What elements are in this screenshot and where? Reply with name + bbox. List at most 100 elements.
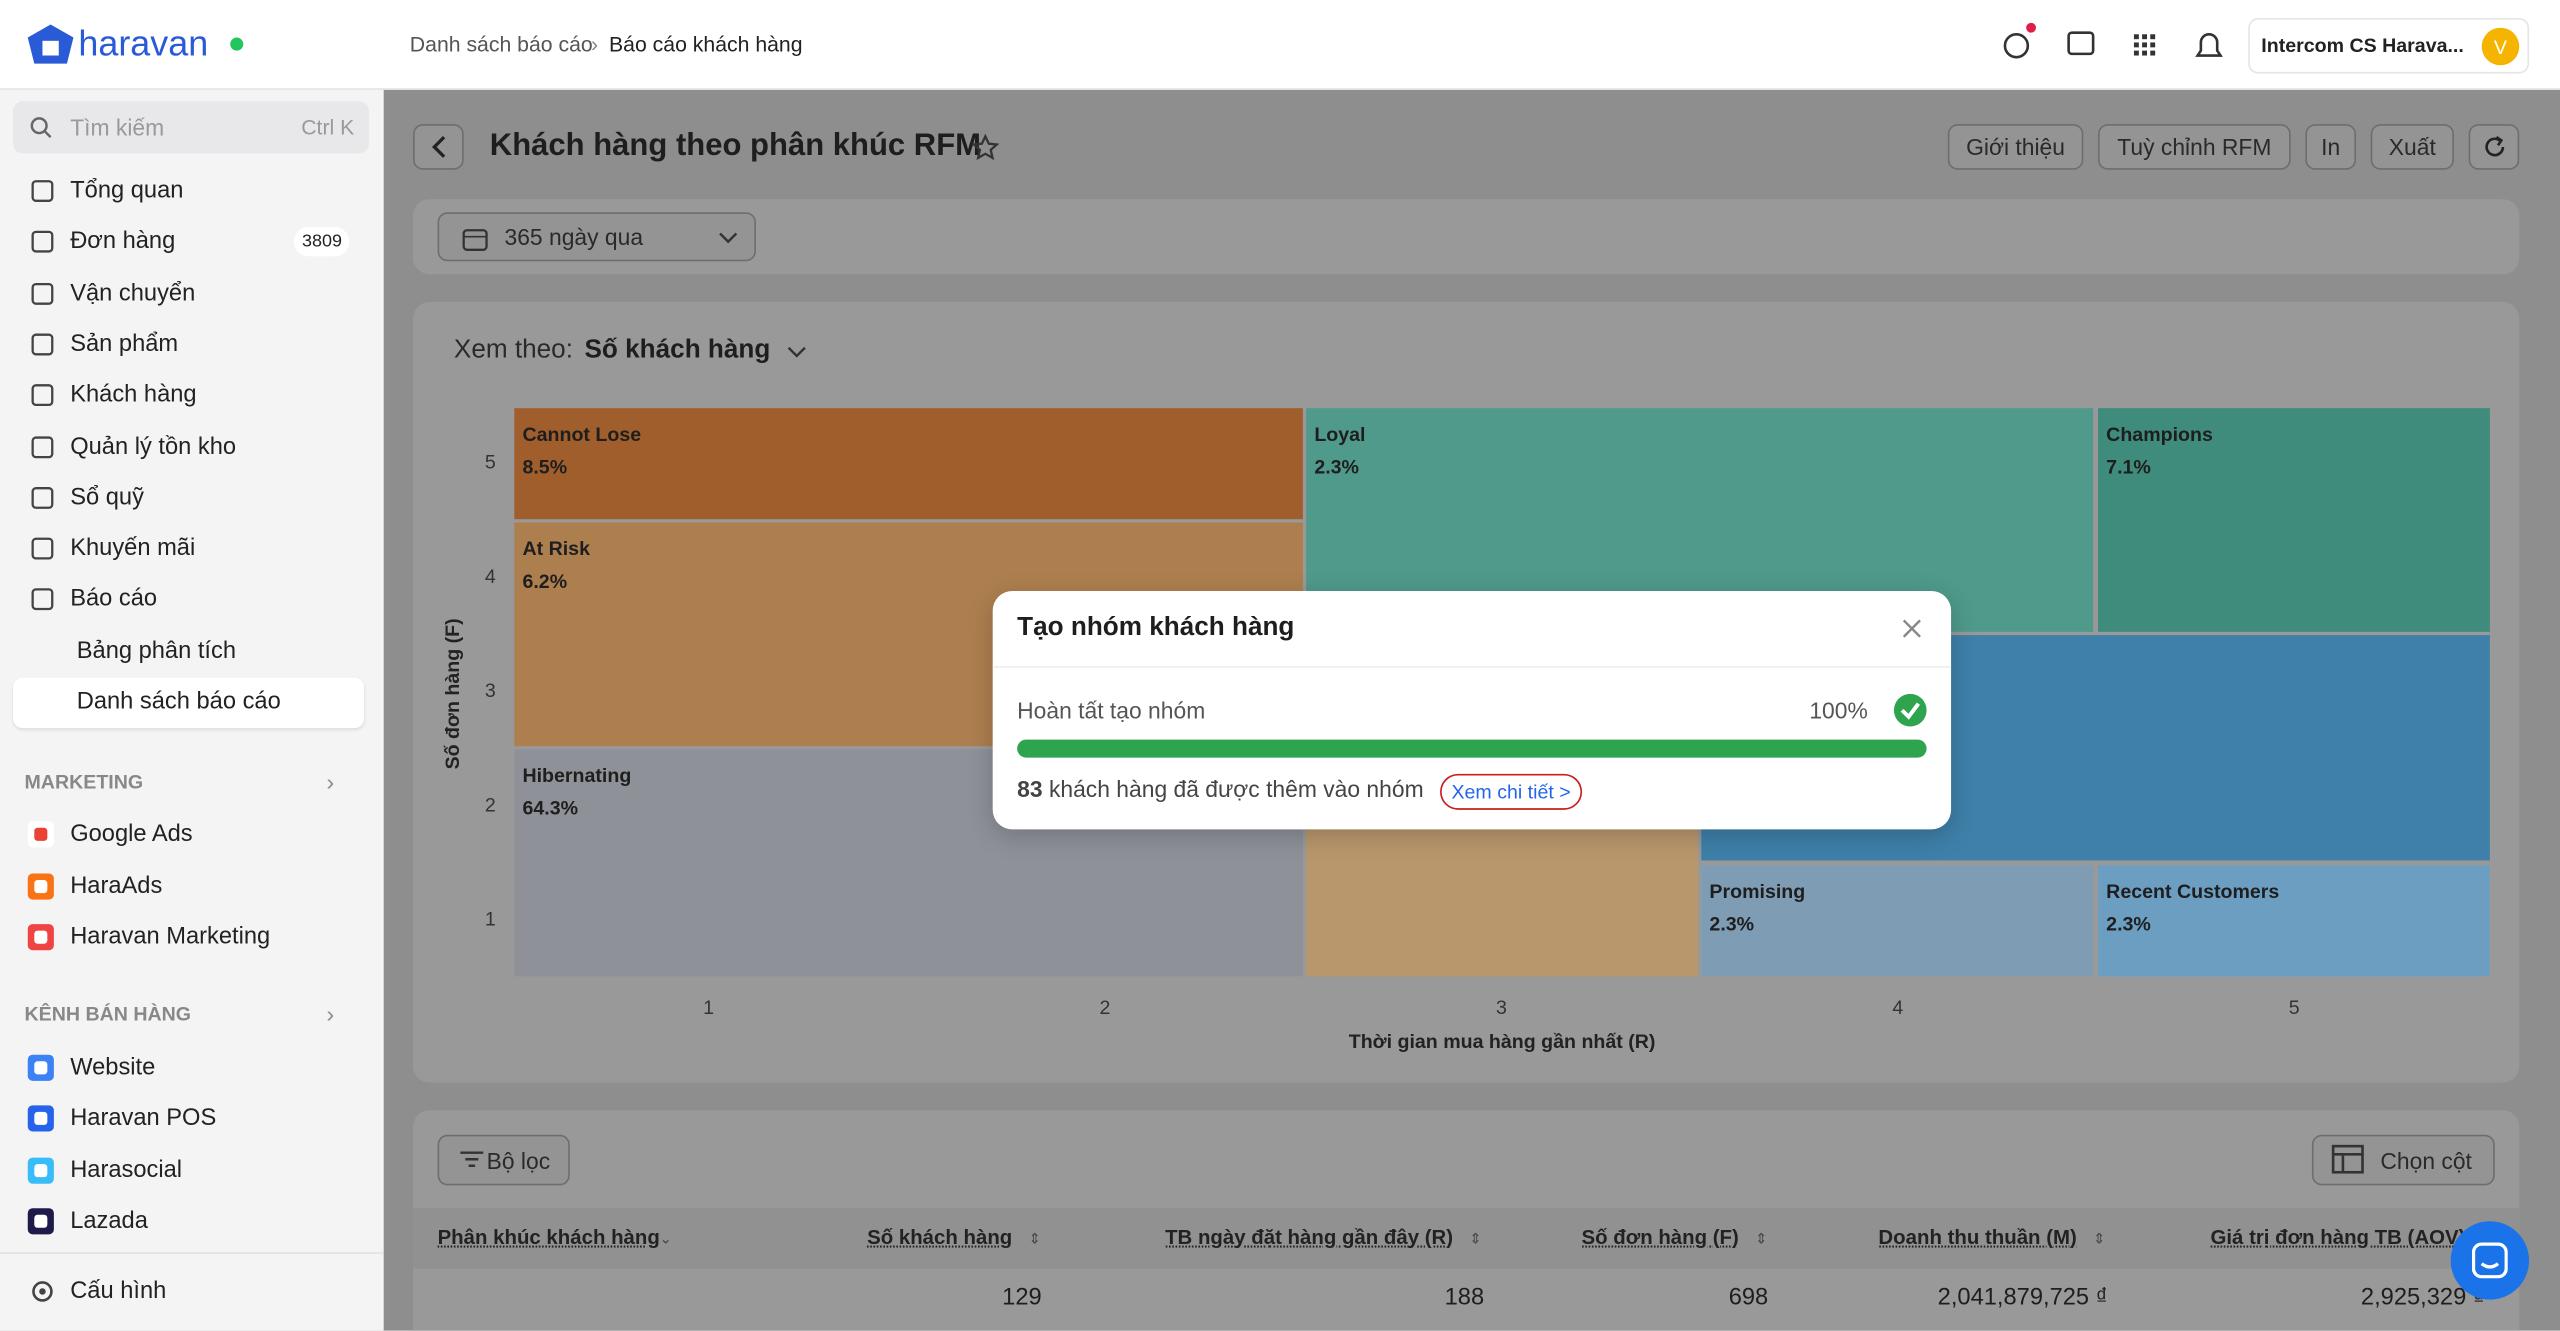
- view-value[interactable]: Số khách hàng: [584, 336, 771, 365]
- decoration: [31, 180, 54, 202]
- menu-item[interactable]: Vận chuyển: [70, 280, 196, 307]
- decoration: [2133, 50, 2139, 56]
- segment-name: Recent Customers: [2106, 880, 2280, 903]
- channel-item[interactable]: Website: [70, 1054, 156, 1081]
- calendar-icon: [462, 229, 488, 251]
- decoration: [34, 880, 48, 894]
- account-box[interactable]: Intercom CS Harava... V: [2248, 17, 2530, 74]
- icon: [29, 178, 55, 204]
- columns-button[interactable]: Chọn cột: [2311, 1134, 2495, 1186]
- icon-path: [971, 133, 1000, 161]
- channel-item[interactable]: Lazada: [70, 1208, 148, 1235]
- star-icon[interactable]: [971, 133, 1000, 162]
- breadcrumb-link[interactable]: Danh sách báo cáo: [409, 31, 593, 57]
- chat-bubble[interactable]: [2450, 1221, 2530, 1300]
- progress-track: [1017, 739, 1927, 758]
- segment[interactable]: Recent Customers 2.3%: [2098, 865, 2490, 977]
- submenu-item[interactable]: Bảng phân tích: [76, 638, 237, 665]
- icon: [27, 924, 54, 951]
- column-header[interactable]: Giá trị đơn hàng TB (AOV): [2210, 1226, 2466, 1250]
- refresh-button[interactable]: [2468, 124, 2520, 170]
- divider: [992, 666, 1952, 668]
- segment[interactable]: Cannot Lose 8.5%: [514, 408, 1303, 520]
- icon: [27, 1054, 54, 1081]
- x-tick-label: 3: [1495, 995, 1507, 1019]
- icon: [29, 485, 55, 511]
- channel-item[interactable]: HaraAds: [70, 873, 163, 900]
- column-header[interactable]: Số khách hàng: [867, 1226, 1013, 1250]
- section-title: MARKETING: [24, 770, 144, 794]
- decoration: [2150, 50, 2156, 56]
- icon: [29, 331, 55, 357]
- decoration: [32, 1281, 53, 1302]
- logo-icon: [27, 24, 74, 64]
- x-tick-label: 5: [2288, 995, 2300, 1019]
- menu-item[interactable]: Khuyến mãi: [70, 535, 196, 562]
- menu-item[interactable]: Tổng quan: [70, 177, 184, 205]
- icon: [27, 1105, 54, 1132]
- submenu-item[interactable]: Danh sách báo cáo: [76, 689, 281, 716]
- icon-path: [2484, 137, 2504, 157]
- segment-name: Loyal: [1314, 422, 1366, 446]
- column-header[interactable]: Doanh thu thuần (M): [1878, 1226, 2077, 1250]
- menu-item[interactable]: Sổ quỹ: [70, 484, 144, 511]
- segment-name: Promising: [1709, 880, 1806, 903]
- top-bar: haravan Danh sách báo cáo › Báo cáo khác…: [0, 0, 2560, 90]
- menu-item[interactable]: Sản phẩm: [70, 331, 179, 358]
- column-header[interactable]: TB ngày đặt hàng gần đây (R): [1165, 1226, 1454, 1250]
- decoration: [1893, 693, 1927, 727]
- action-button[interactable]: Giới thiệu: [1947, 124, 2084, 170]
- column-header[interactable]: Số đơn hàng (F): [1581, 1226, 1739, 1250]
- table-header: [413, 1208, 2520, 1269]
- action-button[interactable]: Xuất: [2370, 124, 2454, 170]
- logo-text: haravan: [78, 22, 209, 64]
- menu-item[interactable]: Quản lý tồn kho: [70, 433, 237, 460]
- details-link[interactable]: Xem chi tiết >: [1440, 773, 1583, 810]
- icon-path: [1900, 702, 1920, 720]
- settings-item[interactable]: Cấu hình: [70, 1278, 167, 1305]
- progress-bar: [1017, 739, 1927, 758]
- decoration: [34, 1061, 48, 1075]
- menu-item[interactable]: Đơn hàng: [70, 229, 176, 256]
- date-picker[interactable]: 365 ngày qua: [437, 212, 756, 262]
- filter-button[interactable]: Bộ lọc: [437, 1134, 570, 1186]
- action-button[interactable]: In: [2305, 124, 2356, 170]
- search-placeholder: Tìm kiếm: [70, 114, 165, 141]
- breadcrumb-sep: ›: [591, 31, 599, 57]
- close-button[interactable]: [1902, 619, 1922, 639]
- decoration: [2471, 1242, 2508, 1279]
- decoration: [39, 1288, 46, 1295]
- top-icons[interactable]: [2000, 20, 2229, 69]
- menu-item[interactable]: Báo cáo: [70, 586, 158, 613]
- decoration: [31, 486, 54, 509]
- decoration: [31, 333, 54, 356]
- decoration: [34, 1164, 48, 1178]
- action-button[interactable]: Tuỳ chỉnh RFM: [2098, 124, 2291, 170]
- icon-path: [787, 346, 806, 358]
- decoration: [2484, 136, 2504, 157]
- back-button[interactable]: [413, 124, 464, 170]
- decoration: [2142, 34, 2148, 40]
- menu-item[interactable]: Khách hàng: [70, 382, 197, 409]
- channel-item[interactable]: Google Ads: [70, 821, 193, 848]
- decoration: [2150, 34, 2156, 40]
- segment-share: 2.3%: [1709, 912, 1755, 936]
- segment-share: 8.5%: [522, 455, 568, 479]
- column-header[interactable]: Phân khúc khách hàng: [437, 1226, 660, 1250]
- search-box[interactable]: Tìm kiếm Ctrl K: [13, 101, 369, 154]
- decoration: [31, 231, 54, 254]
- channel-item[interactable]: Harasocial: [70, 1157, 183, 1184]
- channel-item[interactable]: Haravan POS: [70, 1105, 217, 1132]
- badge: 3809: [293, 227, 351, 257]
- x-tick-label: 1: [703, 995, 715, 1019]
- decoration: [2133, 42, 2139, 48]
- y-tick-label: 5: [484, 450, 496, 474]
- icon: [29, 229, 55, 255]
- decoration: [34, 1214, 48, 1228]
- segment[interactable]: Promising 2.3%: [1701, 865, 2094, 977]
- channel-item[interactable]: Haravan Marketing: [70, 924, 271, 951]
- sort-icon: ⇕: [1469, 1230, 1482, 1247]
- segment[interactable]: Champions 7.1%: [2098, 408, 2490, 632]
- decoration: [31, 231, 54, 254]
